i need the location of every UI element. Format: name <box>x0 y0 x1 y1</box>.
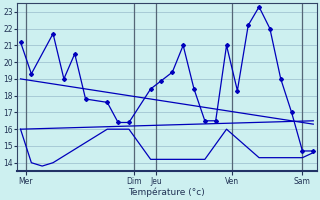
X-axis label: Température (°c): Température (°c) <box>129 187 205 197</box>
